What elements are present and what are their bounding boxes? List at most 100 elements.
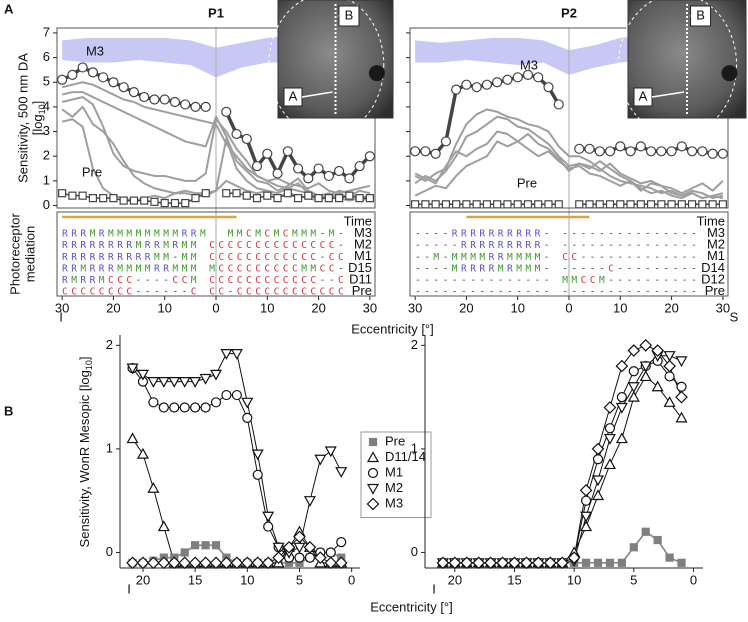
marker [639, 339, 653, 352]
mediation-letter: M [182, 240, 188, 251]
marker [627, 382, 640, 394]
mediation-letter: - [544, 251, 550, 262]
mediation-letter: C [117, 286, 123, 297]
row-label: D12 [701, 271, 725, 286]
marker [128, 87, 140, 98]
marker [687, 200, 697, 209]
marker [108, 77, 119, 88]
marker [333, 165, 345, 177]
mediation-letter: - [479, 275, 485, 286]
mediation-letter: C [218, 240, 224, 251]
marker [262, 511, 275, 523]
mediation-letter: R [489, 228, 495, 239]
marker [231, 128, 242, 140]
x-tick-label: 20 [448, 572, 462, 587]
mediation-letter: R [117, 240, 123, 251]
mediation-letter: M [571, 275, 577, 286]
marker [168, 377, 181, 388]
mediation-letter: - [691, 275, 697, 286]
marker [220, 349, 233, 360]
marker [472, 200, 481, 209]
mediation-letter: - [691, 228, 697, 239]
marker [293, 542, 306, 554]
row-label: M3 [707, 225, 725, 240]
mediation-letter: - [433, 286, 439, 297]
side-label: S [730, 309, 739, 324]
mediation-letter: - [516, 275, 522, 286]
mediation-letter: M [274, 228, 280, 239]
mediation-letter: M [80, 263, 86, 274]
mediation-letter: - [608, 251, 614, 262]
mediation-letter: - [590, 240, 596, 251]
marker [675, 356, 688, 368]
marker [533, 72, 544, 83]
mediation-letter: C [301, 275, 307, 286]
marker [67, 69, 78, 80]
marker [553, 99, 564, 110]
marker [303, 496, 316, 507]
annotation: Pre [82, 164, 102, 179]
mediation-letter: - [320, 275, 326, 286]
mediation-letter: - [645, 286, 651, 297]
row-label: D15 [348, 260, 372, 275]
mediation-letter: M [99, 275, 105, 286]
mediation-letter: - [673, 251, 679, 262]
mediation-letter: R [136, 251, 142, 262]
marker [158, 402, 169, 413]
marker [580, 520, 593, 532]
mediation-letter: - [654, 251, 660, 262]
mediation-letter: - [154, 286, 160, 297]
mediation-letter: M [154, 251, 160, 262]
mediation-letter: - [663, 240, 669, 251]
marker [656, 146, 667, 157]
mediation-letter: - [636, 286, 642, 297]
legend-label: M3 [385, 495, 403, 510]
mediation-letter: R [62, 240, 68, 251]
mediation-letter: R [452, 228, 458, 239]
marker [335, 467, 348, 478]
row-label: Pre [352, 283, 372, 298]
mediation-letter: - [424, 263, 430, 274]
marker [109, 194, 118, 203]
marker [366, 497, 380, 511]
mediation-letter: R [90, 275, 96, 286]
mediation-letter: - [145, 275, 151, 286]
mediation-letter: C [209, 286, 215, 297]
marker [663, 396, 676, 407]
mediation-letter: C [228, 251, 234, 262]
series-line [414, 140, 724, 200]
mediation-letter: R [489, 263, 495, 274]
mediation-letter: C [99, 286, 105, 297]
mediation-letter: C [310, 275, 316, 286]
mediation-title: mediation [22, 226, 37, 282]
fundus-inset: BA [268, 0, 394, 137]
marker [581, 558, 591, 567]
marker [522, 69, 534, 80]
y-tick-label: 6 [43, 49, 50, 64]
y-tick-label: 2 [411, 337, 418, 352]
y-axis-title: Sensitivity, WonR Mesopic [log10] [77, 357, 94, 548]
marker [641, 527, 650, 536]
marker [677, 200, 686, 209]
row-label: Pre [705, 283, 725, 298]
marker [99, 194, 108, 203]
row-label: D14 [701, 260, 725, 275]
mediation-letter: C [80, 286, 86, 297]
marker [87, 67, 99, 78]
mediation-letter: C [338, 251, 344, 262]
mediation-letter: R [489, 240, 495, 251]
mediation-letter: - [627, 286, 633, 297]
mediation-letter: - [581, 251, 587, 262]
marker [367, 467, 379, 479]
marker [512, 72, 523, 83]
mediation-letter: - [654, 263, 660, 274]
mediation-letter: C [283, 275, 289, 286]
mediation-letter: C [255, 240, 261, 251]
mediation-letter: R [62, 251, 68, 262]
marker [471, 82, 482, 93]
marker [147, 482, 160, 493]
mediation-letter [200, 275, 206, 286]
